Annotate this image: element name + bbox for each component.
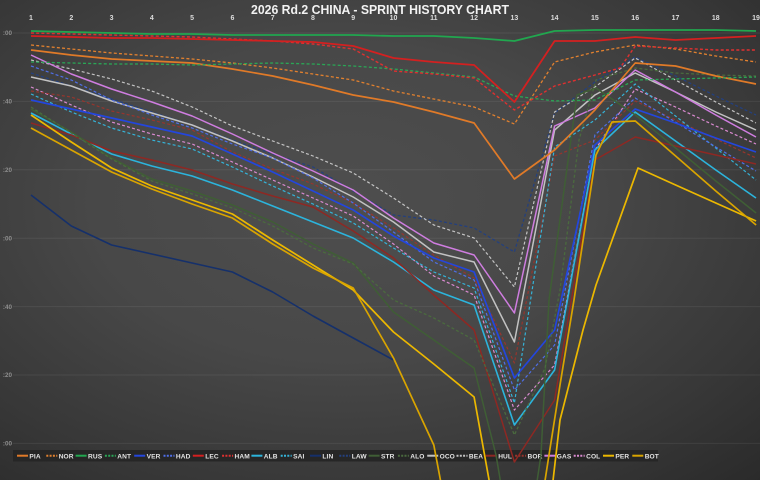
svg-text:2026 Rd.2 CHINA - SPRINT HISTO: 2026 Rd.2 CHINA - SPRINT HISTORY CHART	[251, 2, 509, 17]
svg-text:12: 12	[470, 15, 478, 22]
svg-text:PER: PER	[615, 453, 629, 460]
svg-text:3: 3	[110, 15, 114, 22]
svg-text:SAI: SAI	[293, 453, 304, 460]
svg-text:2: 2	[69, 15, 73, 22]
svg-text:NOR: NOR	[59, 453, 74, 460]
svg-text:LAW: LAW	[352, 453, 368, 460]
svg-text:PIA: PIA	[29, 453, 40, 460]
svg-text:LEC: LEC	[205, 453, 219, 460]
svg-text:HUL: HUL	[498, 453, 512, 460]
svg-text::00: :00	[3, 235, 13, 242]
svg-text:11: 11	[430, 15, 438, 22]
svg-text:HAM: HAM	[235, 453, 251, 460]
svg-text:10: 10	[390, 15, 398, 22]
svg-text::20: :20	[3, 372, 13, 379]
svg-text:9: 9	[351, 15, 355, 22]
svg-text:RUS: RUS	[88, 453, 103, 460]
svg-text:STR: STR	[381, 453, 395, 460]
svg-text:BEA: BEA	[469, 453, 483, 460]
svg-text::40: :40	[3, 304, 13, 311]
svg-text:7: 7	[271, 15, 275, 22]
svg-text:8: 8	[311, 15, 315, 22]
svg-text:ALB: ALB	[264, 453, 278, 460]
svg-text:VER: VER	[147, 453, 161, 460]
svg-text:OCO: OCO	[440, 453, 455, 460]
svg-text:14: 14	[551, 15, 559, 22]
svg-text:5: 5	[190, 15, 194, 22]
svg-text:HAD: HAD	[176, 453, 191, 460]
svg-text:16: 16	[631, 15, 639, 22]
svg-text:1: 1	[29, 15, 33, 22]
svg-text:ANT: ANT	[117, 453, 131, 460]
svg-text:17: 17	[672, 15, 680, 22]
svg-text::00: :00	[3, 30, 13, 37]
svg-text:18: 18	[712, 15, 720, 22]
svg-text::20: :20	[3, 167, 13, 174]
svg-text:13: 13	[511, 15, 519, 22]
svg-text::40: :40	[3, 99, 13, 106]
svg-text:4: 4	[150, 15, 154, 22]
svg-text:15: 15	[591, 15, 599, 22]
svg-text:GAS: GAS	[557, 453, 572, 460]
svg-text:LIN: LIN	[322, 453, 333, 460]
svg-text::00: :00	[3, 441, 13, 448]
svg-text:6: 6	[230, 15, 234, 22]
svg-text:ALO: ALO	[410, 453, 424, 460]
svg-text:19: 19	[752, 15, 760, 22]
svg-text:BOT: BOT	[645, 453, 659, 460]
svg-text:BOR: BOR	[528, 453, 543, 460]
svg-text:COL: COL	[586, 453, 600, 460]
